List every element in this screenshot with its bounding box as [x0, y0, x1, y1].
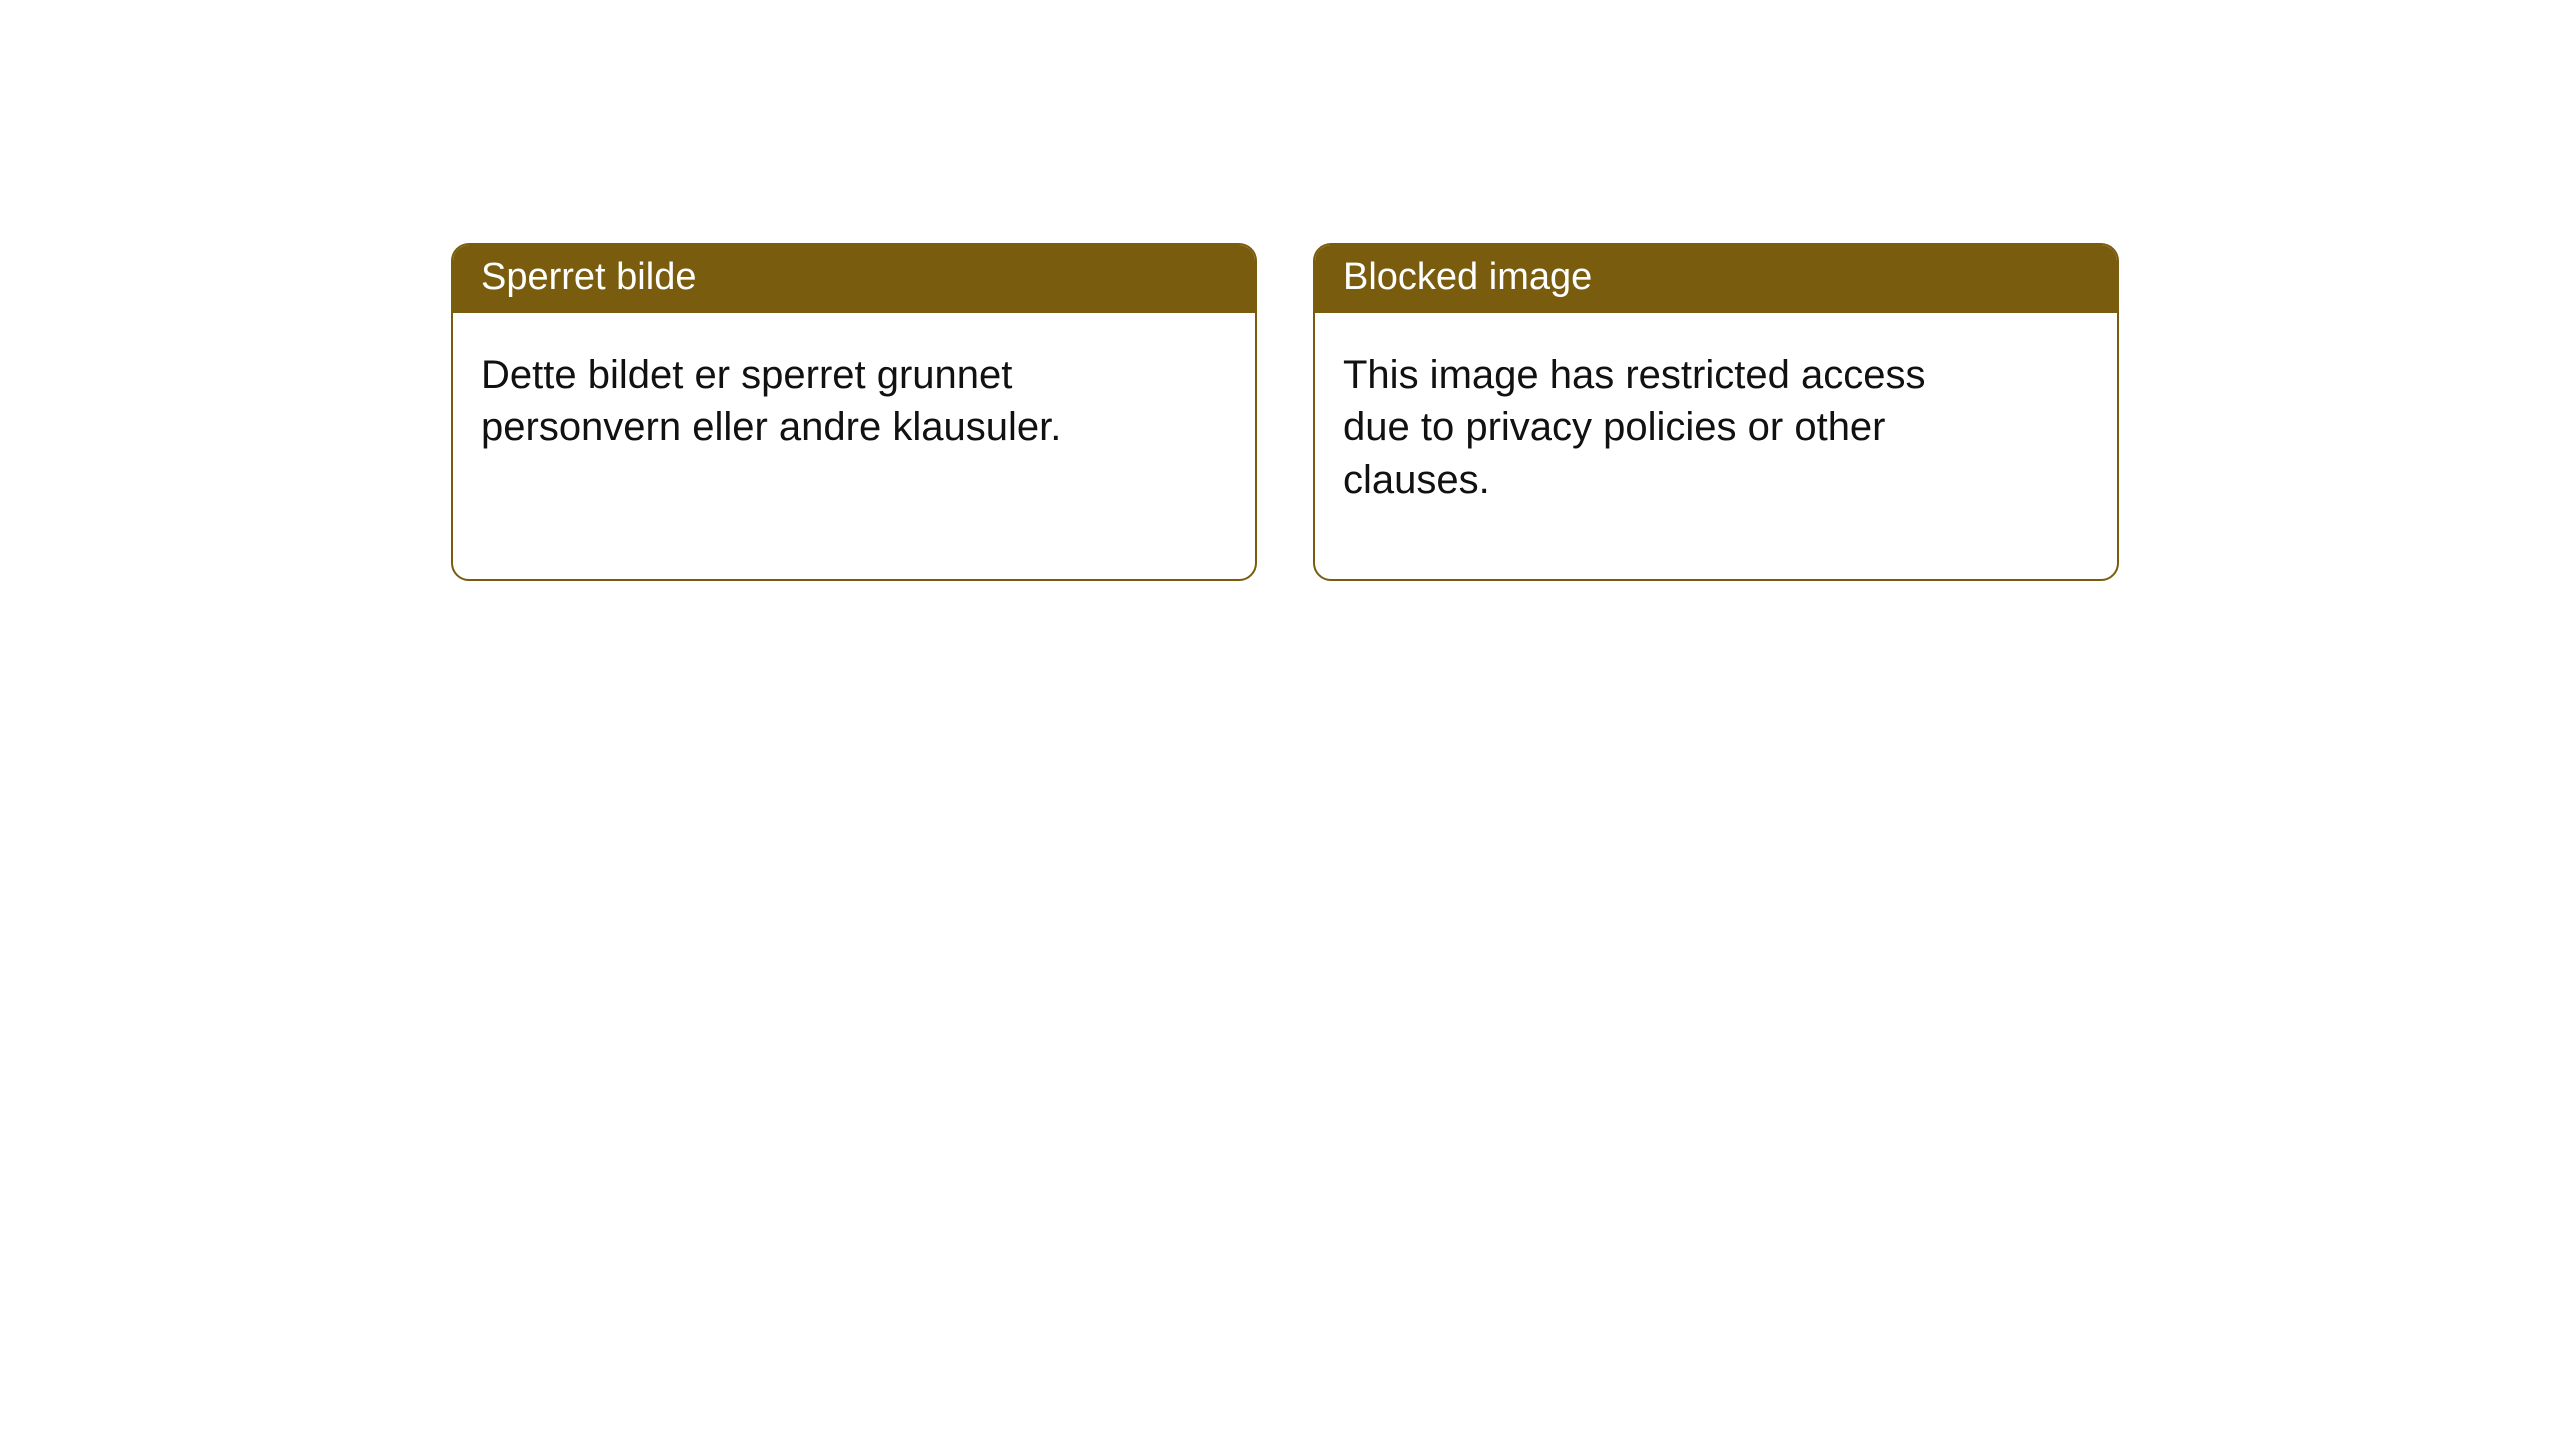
- notice-cards-container: Sperret bilde Dette bildet er sperret gr…: [451, 243, 2119, 581]
- card-body: Dette bildet er sperret grunnet personve…: [453, 313, 1153, 491]
- notice-card-norwegian: Sperret bilde Dette bildet er sperret gr…: [451, 243, 1257, 581]
- notice-card-english: Blocked image This image has restricted …: [1313, 243, 2119, 581]
- card-title: Blocked image: [1315, 245, 2117, 313]
- card-body: This image has restricted access due to …: [1315, 313, 2015, 543]
- card-title: Sperret bilde: [453, 245, 1255, 313]
